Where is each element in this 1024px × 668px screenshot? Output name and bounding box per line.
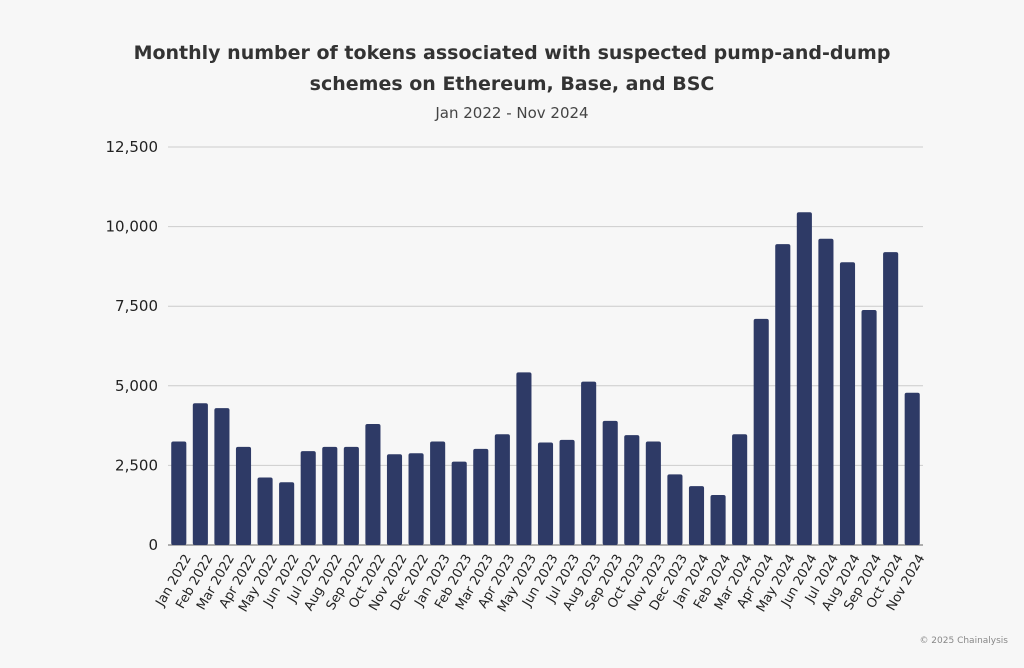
y-tick-label: 5,000 (115, 377, 158, 395)
bar (861, 310, 877, 545)
copyright-text: © 2025 Chainalysis (919, 636, 1008, 646)
bar (559, 439, 575, 545)
bar (645, 441, 661, 545)
bar (732, 434, 748, 545)
chart-title-line-2: schemes on Ethereum, Base, and BSC (309, 73, 715, 95)
bar (516, 372, 532, 545)
bar (667, 474, 683, 545)
y-tick-label: 10,000 (106, 218, 159, 236)
y-tick-label: 0 (148, 536, 158, 554)
bar (408, 453, 424, 545)
bar (214, 408, 230, 545)
bar (365, 424, 381, 545)
bar (602, 420, 618, 545)
bar (796, 212, 812, 545)
bar (537, 442, 554, 545)
bar (192, 403, 208, 545)
bar (343, 446, 359, 545)
bar (322, 446, 338, 545)
bar (883, 252, 899, 545)
bar (300, 451, 316, 545)
bar (430, 441, 446, 545)
chart-title-line-1: Monthly number of tokens associated with… (133, 42, 891, 64)
bar (257, 477, 273, 545)
bar (839, 262, 856, 545)
bar (624, 435, 640, 545)
y-tick-label: 12,500 (106, 138, 159, 156)
bar (235, 446, 252, 545)
bar (775, 244, 791, 545)
bar (710, 495, 726, 545)
bar (753, 318, 769, 545)
chart-title: Monthly number of tokens associated with… (0, 38, 1024, 100)
bar (279, 482, 295, 545)
bars (171, 212, 920, 545)
y-axis: 0 2,500 5,000 7,500 10,000 12,500 (106, 138, 159, 554)
chart-subtitle: Jan 2022 - Nov 2024 (435, 104, 589, 122)
bar (688, 486, 705, 545)
bar (451, 461, 467, 545)
bar (904, 392, 920, 545)
bar (494, 434, 510, 545)
bar (171, 441, 187, 545)
bar (818, 238, 834, 545)
bar (386, 454, 403, 545)
bar (473, 448, 489, 545)
y-tick-label: 7,500 (115, 297, 158, 315)
bar (581, 381, 597, 545)
y-tick-label: 2,500 (115, 456, 158, 474)
